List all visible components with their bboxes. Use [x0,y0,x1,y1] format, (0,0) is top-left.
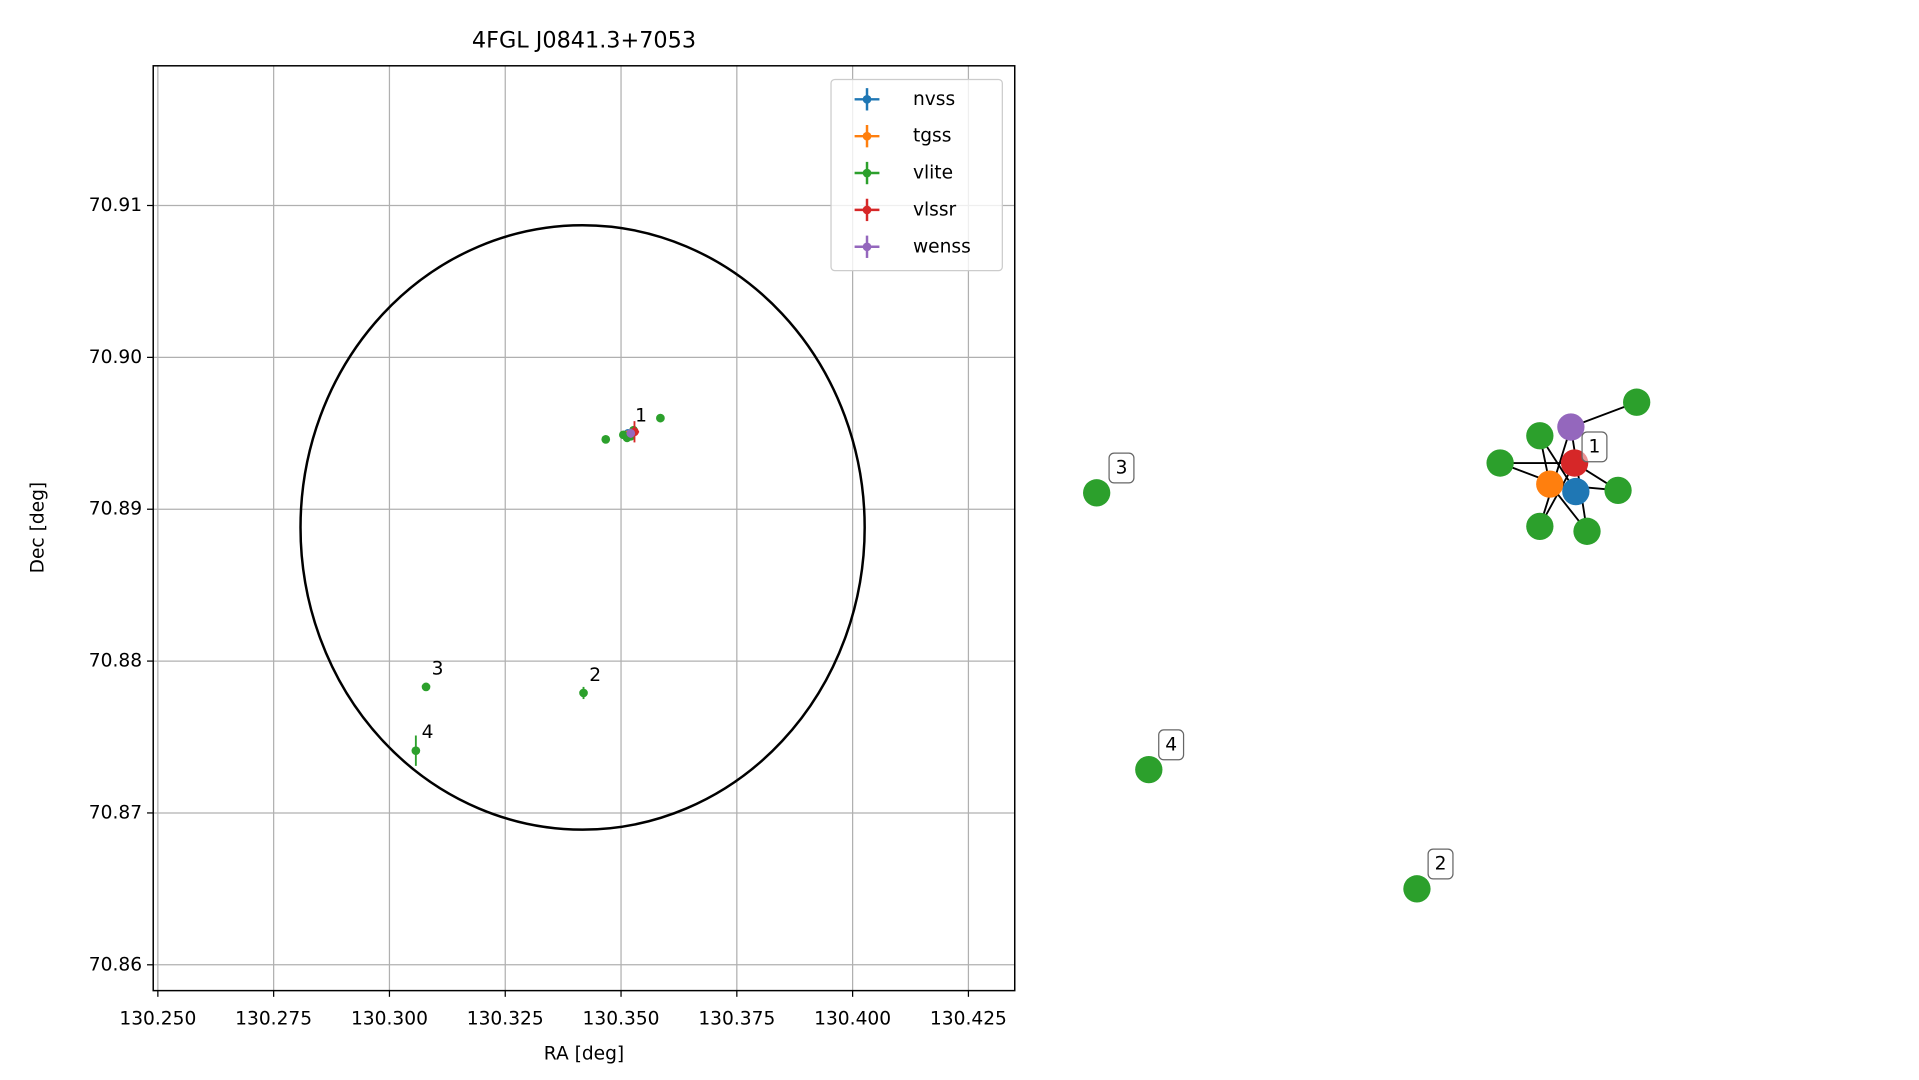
node [1536,470,1564,498]
point [579,688,588,698]
point [626,428,636,438]
y-tick-label: 70.90 [89,347,142,368]
label-box [1158,729,1185,761]
node [1623,388,1651,416]
y-axis-label: Dec [deg] [27,482,48,574]
node [1557,413,1585,441]
node-label: 4 [1165,734,1177,755]
node [1526,512,1554,540]
label-box [1427,848,1454,880]
annotation: 1 [635,405,647,426]
point [656,413,665,423]
position-ellipse [299,224,866,831]
x-tick-label: 130.400 [814,1009,891,1030]
x-axis-label: RA [deg] [544,1043,624,1064]
node [1604,476,1632,504]
chart-title: 4FGL J0841.3+7053 [472,27,696,53]
x-tick-label: 130.350 [583,1009,660,1030]
node [1562,477,1590,506]
annotation: 4 [422,722,434,743]
plot-frame [152,65,1016,992]
x-tick-label: 130.250 [119,1009,196,1030]
point [619,430,628,440]
y-tick-label: 70.89 [89,499,142,520]
y-tick-label: 70.86 [89,954,142,975]
node-label: 1 [1589,436,1601,457]
node-label: 2 [1435,853,1447,874]
node-label: 3 [1116,458,1128,479]
y-tick-label: 70.87 [89,802,142,823]
network-graph: 1 3 4 2 [1083,388,1651,903]
node [1083,479,1111,507]
legend-marker [862,94,872,104]
legend-box [830,78,1003,272]
legend-label: tgss [913,126,952,147]
x-tick-label: 130.275 [235,1009,312,1030]
node [1135,756,1163,784]
node [1486,449,1514,477]
nodes [1083,388,1651,903]
node [1573,517,1601,545]
x-tick-label: 130.325 [467,1009,544,1030]
y-tick-label: 70.91 [89,195,142,216]
x-tick-label: 130.300 [351,1009,428,1030]
legend-label: vlssr [913,199,957,220]
legend-label: nvss [913,89,955,110]
x-tick-label: 130.425 [930,1009,1007,1030]
legend-marker [862,131,872,141]
label-box [1581,431,1608,463]
annotation: 3 [432,659,444,680]
legend-marker [862,168,872,178]
node [1526,422,1554,450]
legend-marker [862,205,872,215]
node-labels: 1 3 4 2 [1108,431,1608,880]
point [421,682,431,692]
legend-marker [862,242,872,252]
label-box [1108,452,1135,484]
point [601,435,611,444]
y-tick-label: 70.88 [89,651,142,672]
x-tick-label: 130.375 [698,1009,775,1030]
node [1403,875,1431,903]
legend-label: wenss [913,236,971,257]
annotation: 2 [589,665,601,686]
legend-label: vlite [913,163,953,184]
point [411,746,421,756]
